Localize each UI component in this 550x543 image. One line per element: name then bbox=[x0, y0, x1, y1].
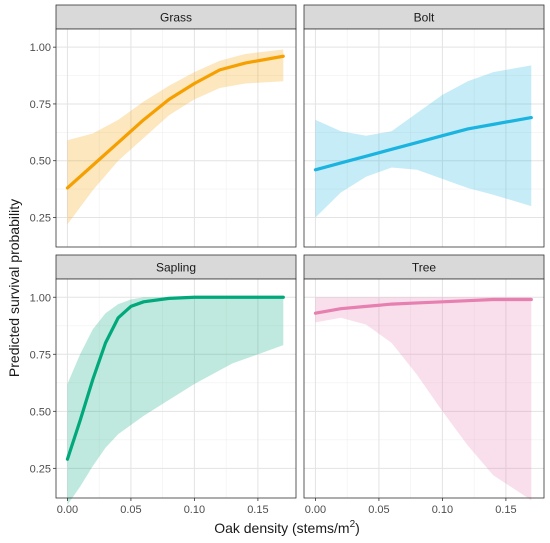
y-tick-label: 0.75 bbox=[30, 349, 51, 361]
confidence-band-sapling bbox=[67, 297, 284, 505]
panel-strip-tree bbox=[303, 254, 545, 280]
panel-grass: Grass 0.25 0.50 0.75 1.00 bbox=[30, 4, 297, 248]
panel-background bbox=[56, 29, 296, 247]
panel-title-grass: Grass bbox=[160, 11, 192, 25]
x-tick-label: 0.00 bbox=[57, 504, 78, 516]
x-tick-label: 0.10 bbox=[432, 504, 453, 516]
y-tick-label: 0.75 bbox=[30, 99, 51, 111]
panel-background bbox=[304, 29, 544, 247]
fit-line-tree bbox=[313, 297, 533, 315]
y-axis-title: Predicted survival probability bbox=[6, 199, 22, 377]
confidence-band-grass bbox=[67, 49, 284, 225]
panel-strip-grass bbox=[55, 4, 297, 30]
fit-line-bolt bbox=[313, 115, 533, 172]
panel-tree: Tree 0.00 0.05 0.10 0.15 bbox=[303, 254, 545, 516]
fit-line-sapling bbox=[65, 295, 285, 461]
y-tick-label: 0.25 bbox=[30, 212, 51, 224]
y-tick-label: 1.00 bbox=[30, 42, 51, 54]
panel-bolt: Bolt bbox=[303, 4, 545, 248]
y-tick-label: 1.00 bbox=[30, 292, 51, 304]
panel-title-bolt: Bolt bbox=[414, 11, 435, 25]
panel-title-sapling: Sapling bbox=[156, 261, 196, 275]
y-tick-label: 0.50 bbox=[30, 156, 51, 168]
panel-sapling: Sapling 0.25 0.50 0.75 1.00 0.00 0.05 0.10 0.15 bbox=[30, 254, 297, 516]
x-tick-label: 0.15 bbox=[247, 504, 268, 516]
x-tick-label: 0.10 bbox=[184, 504, 205, 516]
confidence-band-tree bbox=[315, 297, 532, 501]
panel-border bbox=[303, 28, 545, 248]
fit-line-grass bbox=[65, 54, 285, 190]
panel-border bbox=[303, 278, 545, 499]
x-tick-label: 0.00 bbox=[305, 504, 326, 516]
panel-strip-sapling bbox=[55, 254, 297, 280]
y-tick-label: 0.50 bbox=[30, 406, 51, 418]
x-tick-label: 0.15 bbox=[495, 504, 516, 516]
panel-background bbox=[56, 279, 296, 498]
x-tick-label: 0.05 bbox=[368, 504, 389, 516]
y-tick-label: 0.25 bbox=[30, 463, 51, 475]
x-tick-label: 0.05 bbox=[120, 504, 141, 516]
panel-background bbox=[304, 279, 544, 498]
panel-title-tree: Tree bbox=[412, 261, 437, 275]
panel-strip-bolt bbox=[303, 4, 545, 30]
x-axis-title: Oak density (stems/m2) bbox=[214, 519, 360, 536]
panel-border bbox=[55, 278, 297, 499]
panel-border bbox=[55, 28, 297, 248]
